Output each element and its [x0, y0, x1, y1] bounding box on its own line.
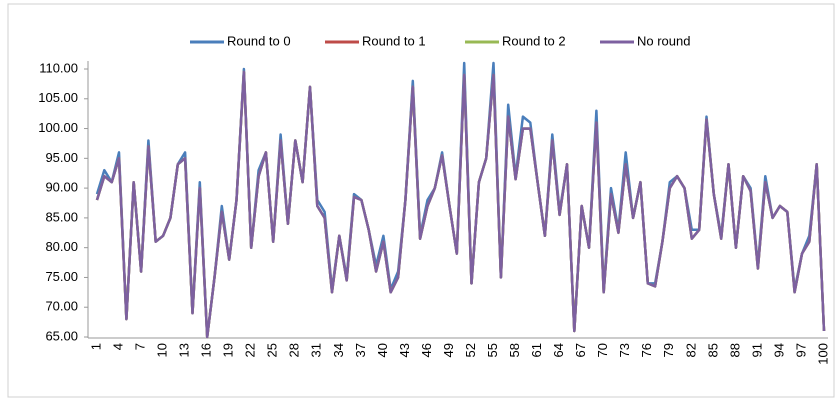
series-line	[95, 70, 826, 339]
x-tick-label: 55	[485, 343, 500, 357]
x-tick-label: 73	[617, 343, 632, 357]
x-tick-label: 76	[639, 343, 654, 357]
y-tick-label: 100.00	[38, 120, 78, 135]
x-tick-label: 91	[749, 343, 764, 357]
x-tick-label: 46	[419, 343, 434, 357]
x-tick-label: 94	[771, 343, 786, 357]
y-tick-label: 95.00	[45, 150, 78, 165]
legend-label: Round to 0	[227, 33, 291, 48]
y-tick-label: 110.00	[39, 60, 78, 75]
x-tick-label: 79	[661, 343, 676, 357]
x-tick-label: 82	[683, 343, 698, 357]
y-tick-label: 105.00	[38, 90, 78, 105]
legend-label: Round to 2	[502, 33, 566, 48]
x-tick-label: 22	[243, 343, 258, 357]
x-tick-label: 37	[353, 343, 368, 357]
y-tick-label: 85.00	[45, 209, 78, 224]
x-tick-label: 10	[155, 343, 170, 357]
x-tick-label: 31	[309, 343, 324, 357]
y-tick-label: 80.00	[45, 239, 78, 254]
x-tick-label: 61	[529, 343, 544, 357]
y-tick-label: 70.00	[45, 299, 78, 314]
x-tick-label: 16	[199, 343, 214, 357]
y-tick-label: 90.00	[45, 180, 78, 195]
legend-label: No round	[637, 33, 690, 48]
x-tick-label: 64	[551, 343, 566, 357]
x-tick-label: 88	[727, 343, 742, 357]
x-tick-label: 19	[221, 343, 236, 357]
x-tick-label: 40	[375, 343, 390, 357]
x-tick-label: 58	[507, 343, 522, 357]
chart-frame	[7, 3, 835, 398]
x-tick-label: 28	[287, 343, 302, 357]
x-tick-label: 7	[132, 343, 147, 350]
x-tick-label: 70	[595, 343, 610, 357]
x-tick-label: 1	[88, 343, 103, 350]
x-tick-label: 4	[110, 343, 125, 350]
y-tick-label: 75.00	[45, 269, 78, 284]
x-tick-label: 100	[815, 343, 830, 365]
x-tick-label: 34	[331, 343, 346, 357]
x-tick-label: 49	[441, 343, 456, 357]
x-tick-label: 85	[705, 343, 720, 357]
legend-label: Round to 1	[362, 33, 426, 48]
x-tick-label: 52	[463, 343, 478, 357]
x-tick-label: 67	[573, 343, 588, 357]
x-tick-label: 43	[397, 343, 412, 357]
x-tick-label: 25	[265, 343, 280, 357]
y-tick-label: 65.00	[45, 328, 78, 343]
x-tick-label: 13	[177, 343, 192, 357]
x-tick-label: 97	[793, 343, 808, 357]
